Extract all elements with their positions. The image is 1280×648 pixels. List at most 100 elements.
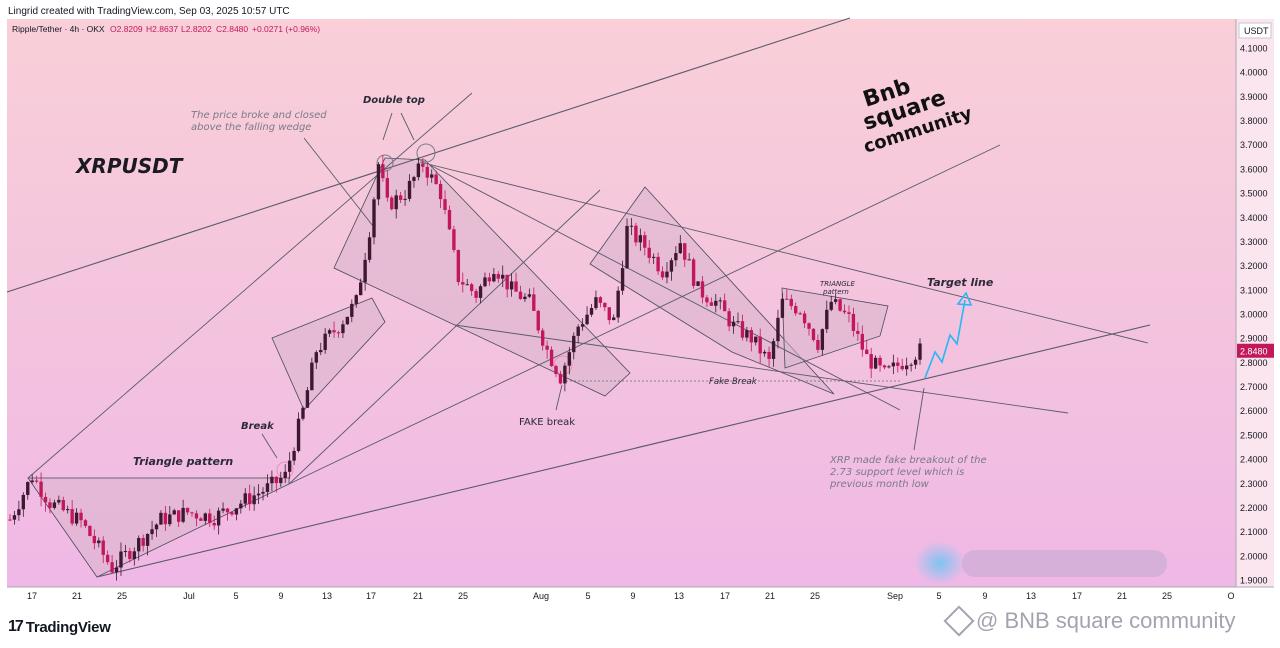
candle-body — [354, 295, 358, 304]
candle-body — [509, 281, 514, 290]
candle-body — [851, 313, 856, 331]
lower-descending-line — [454, 324, 1069, 414]
candle-body — [137, 537, 141, 552]
x-tick-label: 25 — [458, 591, 468, 601]
candle-body — [598, 297, 603, 303]
candle-body — [736, 321, 740, 323]
candle-body — [172, 510, 176, 515]
candle-body — [398, 195, 403, 200]
candle-body — [181, 507, 185, 522]
x-tick-label: 21 — [413, 591, 423, 601]
tradingview-footer-logo[interactable]: 17 TradingView — [8, 618, 111, 636]
y-tick-label: 4.1000 — [1240, 44, 1268, 54]
candle-body — [762, 351, 767, 354]
candle-body — [487, 277, 492, 282]
bnb-diamond-icon — [943, 605, 975, 637]
candle-body — [447, 209, 452, 230]
candle-body — [469, 284, 474, 292]
candle-body — [501, 274, 505, 279]
candle-body — [709, 302, 714, 306]
candle-body — [767, 351, 771, 359]
break-label: Break — [241, 421, 275, 432]
candle-body — [731, 321, 736, 327]
candle-body — [110, 562, 114, 573]
candle-body — [434, 174, 438, 184]
xrp-note-line3: previous month low — [829, 479, 930, 490]
candle-body — [48, 502, 52, 508]
x-tick-label: 21 — [72, 591, 82, 601]
candle-body — [691, 259, 696, 286]
candle-body — [758, 336, 762, 354]
legend-change: +0.0271 (+0.96%) — [252, 24, 320, 34]
candle-body — [745, 330, 749, 338]
candle-body — [820, 329, 825, 350]
candle-body — [314, 352, 318, 363]
candle-body — [256, 493, 261, 496]
fake-break-circle — [553, 355, 573, 375]
candle-body — [714, 300, 718, 306]
y-tick-label: 3.7000 — [1240, 140, 1268, 150]
candles — [8, 155, 922, 581]
candle-body — [274, 476, 279, 484]
x-tick-label: 25 — [810, 591, 820, 601]
candle-body — [438, 183, 443, 200]
candle-body — [727, 311, 731, 327]
candle-body — [607, 307, 611, 321]
candle-body — [394, 195, 398, 210]
x-tick-label: 5 — [936, 591, 941, 601]
candle-body — [70, 509, 74, 524]
candle-body — [336, 332, 341, 334]
x-tick-label: Aug — [533, 591, 549, 601]
arrow-break — [261, 433, 278, 459]
candle-body — [887, 366, 891, 368]
candle-body — [625, 225, 629, 269]
double-top-circle-2 — [416, 143, 436, 163]
credit-line: Lingrid created with TradingView.com, Se… — [8, 6, 290, 17]
candle-body — [292, 450, 296, 461]
candle-body — [589, 308, 594, 315]
candle-body — [776, 317, 780, 342]
candle-body — [203, 513, 208, 521]
candle-body — [674, 253, 678, 261]
candle-body — [545, 345, 549, 350]
candle-body — [856, 330, 860, 334]
candle-body — [523, 296, 527, 300]
candle-body — [540, 330, 545, 346]
candle-body — [567, 352, 572, 366]
candle-body — [492, 274, 496, 282]
candle-body — [132, 551, 136, 560]
candle-body — [185, 507, 190, 513]
bnb-footer-text: @ BNB square community — [976, 608, 1236, 633]
candle-body — [8, 519, 12, 521]
legend-close: C2.8480 — [216, 24, 248, 34]
candle-body — [913, 359, 918, 365]
y-tick-label: 3.5000 — [1240, 189, 1268, 199]
y-tick-label: 2.2000 — [1240, 503, 1268, 513]
candle-body — [26, 482, 30, 495]
candle-body — [833, 299, 838, 302]
candle-body — [332, 330, 336, 333]
candle-body — [869, 354, 873, 369]
candle-body — [279, 478, 283, 484]
candle-body — [287, 460, 292, 472]
candle-body — [194, 513, 199, 519]
candle-body — [456, 249, 461, 283]
x-tick-label: 9 — [982, 591, 987, 601]
candle-body — [563, 365, 567, 384]
y-tick-label: 4.0000 — [1240, 68, 1268, 78]
candle-body — [416, 163, 421, 178]
candle-body — [92, 535, 97, 544]
candle-body — [718, 300, 722, 302]
candle-body — [128, 551, 132, 560]
candle-body — [807, 323, 811, 329]
candle-body — [270, 476, 274, 484]
quote-currency-badge[interactable] — [1238, 22, 1272, 39]
wedge-note-line2: above the falling wedge — [191, 122, 311, 133]
x-tick-label: O — [1227, 591, 1234, 601]
y-tick-label: 3.6000 — [1240, 164, 1268, 174]
candle-body — [802, 313, 807, 324]
y-tick-label: 1.9000 — [1240, 576, 1268, 586]
candle-body — [838, 299, 842, 311]
candle-body — [798, 313, 802, 315]
